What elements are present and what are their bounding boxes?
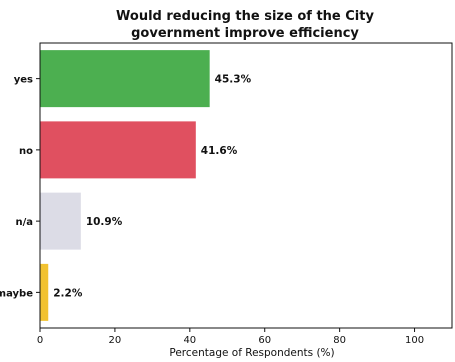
bar-yes (40, 50, 210, 108)
plot-area: 45.3% yes 41.6% no 10.9% n/a 2.2% maybe 0 20 40 60 8… (0, 42, 453, 346)
x-tick-label: 80 (333, 335, 346, 346)
value-label-maybe: 2.2% (53, 287, 83, 299)
chart-title-line-2: government improve efficiency (131, 26, 359, 41)
x-tick-label: 40 (183, 335, 196, 346)
plot-frame (39, 42, 453, 329)
value-label-no: 41.6% (201, 145, 238, 157)
bar-n-a (40, 192, 81, 250)
y-tick-label-no: no (19, 146, 33, 157)
x-tick-label: 20 (109, 335, 122, 346)
chart-title-line-1: Would reducing the size of the City (116, 9, 374, 24)
y-tick-label-n-a: n/a (15, 217, 33, 228)
x-tick-label: 60 (258, 335, 271, 346)
x-tick-label: 100 (405, 335, 424, 346)
value-label-n-a: 10.9% (86, 216, 123, 228)
y-tick-label-maybe: maybe (0, 288, 33, 299)
x-tick-label: 0 (37, 335, 43, 346)
value-label-yes: 45.3% (215, 74, 252, 86)
y-tick-label-yes: yes (14, 75, 33, 86)
bar-no (40, 121, 196, 179)
x-axis-label: Percentage of Respondents (%) (169, 347, 334, 359)
bar-maybe (40, 263, 49, 321)
